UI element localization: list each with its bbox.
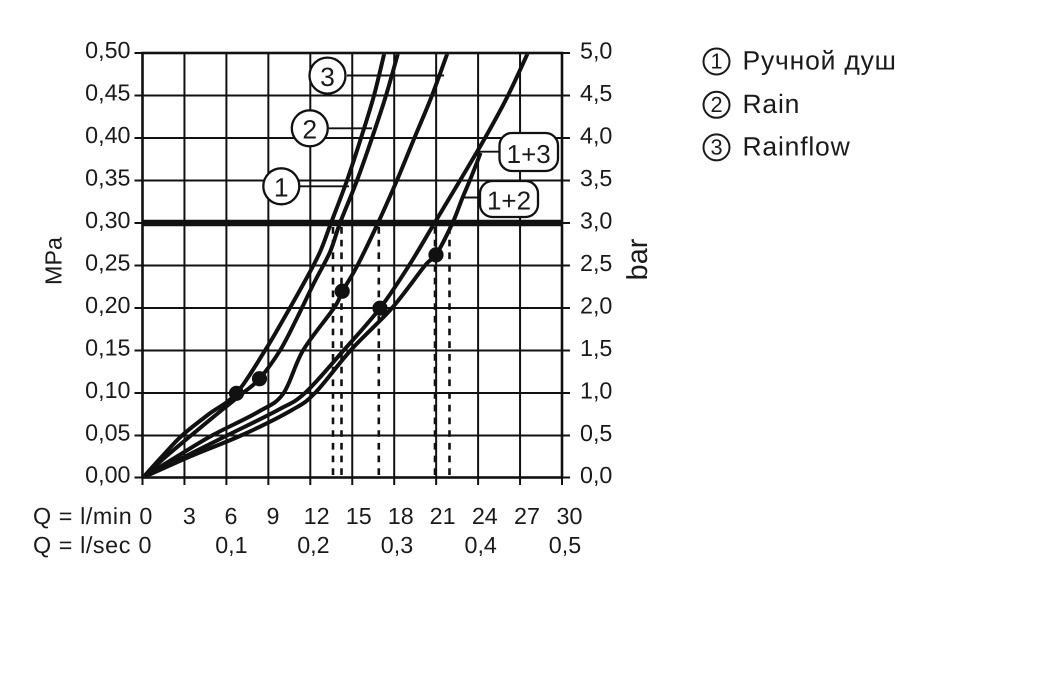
svg-text:3: 3 [710,135,722,160]
svg-text:1,5: 1,5 [580,335,612,361]
svg-text:2,5: 2,5 [580,250,612,276]
svg-text:2: 2 [302,115,317,145]
svg-text:1,0: 1,0 [580,377,612,403]
svg-text:0,40: 0,40 [85,122,130,148]
svg-text:0,3: 0,3 [381,532,413,558]
svg-text:24: 24 [472,503,498,529]
svg-text:3: 3 [320,62,335,92]
svg-text:9: 9 [267,503,280,529]
svg-text:Ручной душ: Ручной душ [743,46,897,76]
svg-text:1+3: 1+3 [507,139,551,169]
svg-text:18: 18 [388,503,414,529]
svg-text:0,15: 0,15 [85,335,130,361]
svg-text:Q = l/sec: Q = l/sec [33,532,131,558]
svg-text:0,20: 0,20 [85,292,130,318]
svg-text:12: 12 [304,503,330,529]
svg-text:1: 1 [274,173,289,203]
svg-text:Rainflow: Rainflow [743,131,851,161]
svg-text:Rain: Rain [743,89,801,119]
svg-text:0: 0 [139,503,152,529]
svg-text:0,50: 0,50 [85,37,130,63]
svg-text:0,00: 0,00 [85,462,130,488]
svg-text:0,2: 0,2 [297,532,329,558]
svg-text:15: 15 [346,503,372,529]
svg-text:30: 30 [557,503,583,529]
svg-text:3,5: 3,5 [580,165,612,191]
svg-text:0,45: 0,45 [85,80,130,106]
svg-text:Q = l/min: Q = l/min [33,503,132,529]
svg-text:4,5: 4,5 [580,80,612,106]
svg-text:0,10: 0,10 [85,377,130,403]
svg-text:3: 3 [183,503,196,529]
svg-text:0,35: 0,35 [85,165,130,191]
svg-text:0,25: 0,25 [85,250,130,276]
svg-text:0,4: 0,4 [465,532,497,558]
svg-text:0: 0 [139,532,152,558]
svg-text:0,5: 0,5 [580,420,612,446]
svg-text:0,30: 0,30 [85,207,130,233]
svg-text:MPa: MPa [41,237,67,285]
svg-text:2,0: 2,0 [580,292,612,318]
svg-text:5,0: 5,0 [580,37,612,63]
svg-text:0,0: 0,0 [580,462,612,488]
svg-text:1: 1 [710,49,722,74]
svg-text:0,1: 0,1 [215,532,247,558]
svg-text:4,0: 4,0 [580,122,612,148]
svg-text:bar: bar [622,238,654,280]
svg-text:3,0: 3,0 [580,207,612,233]
svg-text:2: 2 [710,92,722,117]
svg-text:0,5: 0,5 [549,532,581,558]
svg-text:6: 6 [225,503,238,529]
svg-text:21: 21 [430,503,456,529]
svg-text:0,05: 0,05 [85,420,130,446]
svg-text:1+2: 1+2 [487,185,531,215]
svg-text:27: 27 [514,503,540,529]
